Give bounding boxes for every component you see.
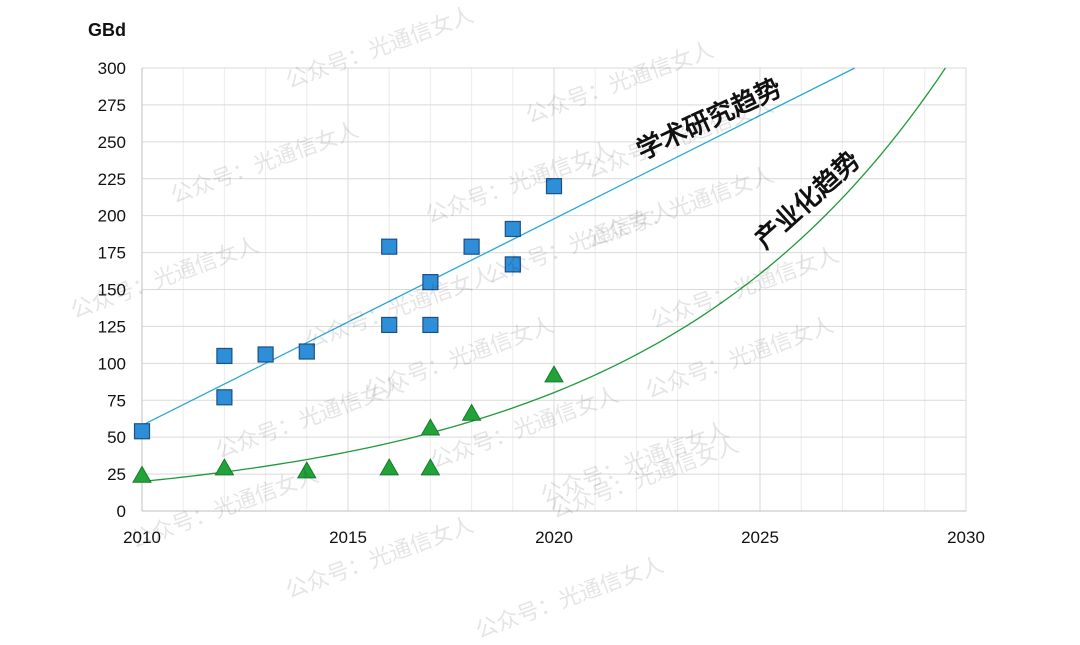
triangle-point (420, 418, 441, 436)
square-point (257, 346, 274, 363)
academic-trendline (141, 67, 856, 426)
y-tick-label: 75 (107, 391, 126, 410)
square-point (545, 178, 563, 195)
triangle-point (214, 458, 235, 476)
y-tick-label: 150 (98, 281, 126, 300)
square-point (422, 274, 439, 291)
y-tick-label: 225 (98, 170, 126, 189)
square-point (422, 316, 439, 334)
triangle-point (379, 458, 400, 476)
industrial-trendline (141, 67, 946, 483)
square-point (298, 343, 315, 360)
data-points (132, 178, 564, 483)
y-tick-label: 175 (98, 244, 126, 263)
triangle-point (296, 461, 317, 479)
square-point (216, 347, 233, 365)
y-tick-label: 100 (98, 354, 126, 373)
y-tick-label: 125 (98, 317, 126, 336)
square-point (381, 238, 398, 255)
y-tick-label: 0 (117, 502, 126, 521)
y-tick-label: 200 (98, 207, 126, 226)
y-tick-label: 25 (107, 465, 126, 484)
x-tick-label: 2010 (123, 528, 161, 547)
y-tick-labels: 0 25 50 75 100 125 150 175 200 225 250 275 300 (98, 59, 126, 521)
y-tick-label: 275 (98, 96, 126, 115)
triangle-point (420, 458, 441, 476)
trendlines (141, 67, 946, 483)
x-tick-label: 2030 (947, 528, 985, 547)
triangle-point (461, 403, 482, 421)
square-point (504, 220, 521, 238)
square-point (216, 389, 233, 406)
y-axis-label: GBd (88, 20, 126, 40)
x-tick-label: 2025 (741, 528, 779, 547)
y-tick-label: 50 (107, 428, 126, 447)
triangle-point (132, 465, 152, 483)
y-tick-label: 300 (98, 59, 126, 78)
y-tick-label: 250 (98, 133, 126, 152)
triangle-point (544, 365, 564, 383)
x-tick-labels: 2010 2015 2020 2025 2030 (123, 528, 985, 547)
x-tick-label: 2015 (329, 528, 367, 547)
square-point (504, 256, 521, 273)
square-point (133, 423, 151, 440)
square-point (463, 238, 480, 255)
square-point (381, 316, 398, 334)
x-tick-label: 2020 (535, 528, 573, 547)
